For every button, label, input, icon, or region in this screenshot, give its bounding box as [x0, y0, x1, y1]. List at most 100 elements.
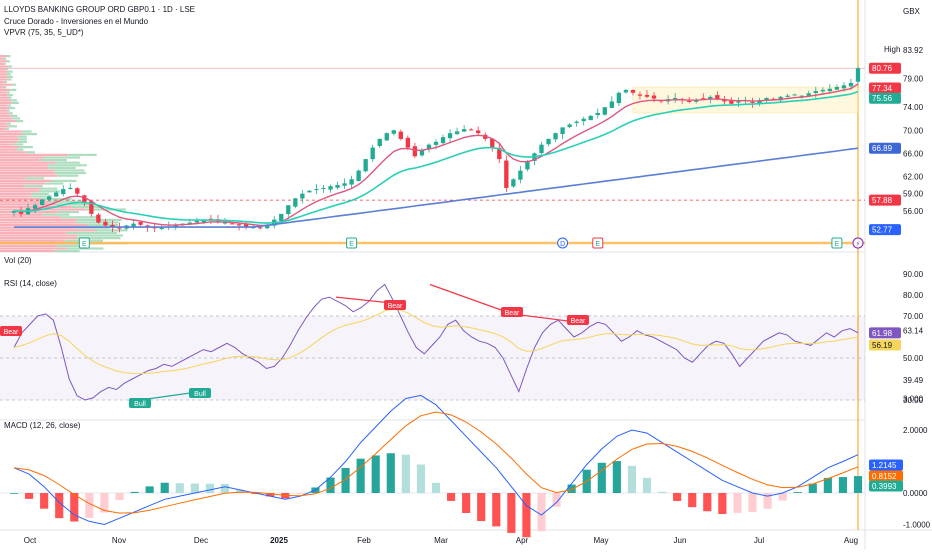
- candle-body: [490, 138, 495, 148]
- macd-histogram-bar: [733, 493, 742, 513]
- vpvr-sell-bar: [0, 86, 4, 89]
- price-badge: [869, 194, 901, 206]
- bear-divergence-label: [0, 326, 22, 336]
- event-marker-label: E: [82, 241, 87, 248]
- time-axis-label: May: [593, 536, 608, 545]
- candle-body: [222, 222, 228, 224]
- price-tick-label: 74.00: [903, 103, 924, 112]
- event-marker-0: [78, 237, 90, 249]
- vpvr-sell-bar: [0, 57, 4, 60]
- candle-body: [687, 100, 692, 102]
- candle-body: [848, 82, 854, 87]
- candle-body: [454, 131, 460, 135]
- vpvr-buy-bar: [85, 208, 126, 211]
- vpvr-buy-bar: [57, 174, 79, 177]
- vpvr-buy-bar: [60, 216, 98, 219]
- macd-histogram-bar: [703, 493, 712, 512]
- rsi-badge-value: 56.19: [872, 341, 893, 350]
- vol-pane-label[interactable]: Vol (20): [4, 256, 32, 265]
- candle-body: [426, 144, 432, 150]
- macd-histogram-bar: [552, 493, 561, 507]
- currency-label[interactable]: GBX: [903, 7, 921, 16]
- event-markers: EEDEED⚡: [78, 237, 864, 249]
- candle-body: [236, 224, 242, 226]
- event-marker-4: [831, 237, 843, 249]
- macd-histogram-bar: [401, 454, 410, 493]
- macd-pane-label[interactable]: MACD (12, 26, close): [4, 421, 81, 430]
- vpvr-buy-bar: [15, 120, 24, 123]
- vpvr-buy-bar: [45, 182, 64, 185]
- macd-histogram-bar: [446, 493, 456, 501]
- candle-body: [595, 112, 600, 116]
- bear-divergence-text: Bear: [571, 318, 586, 325]
- vpvr-sell-bar: [0, 88, 10, 91]
- vpvr-sell-bar: [0, 130, 22, 133]
- candle-body: [616, 92, 622, 104]
- vpvr-buy-bar: [9, 107, 16, 110]
- macd-histogram-bar: [748, 493, 757, 513]
- price-tick-label: 83.92: [903, 46, 924, 55]
- candle-body: [750, 101, 755, 103]
- candle-body: [356, 170, 361, 181]
- macd-histogram-bar: [853, 476, 863, 493]
- vpvr-sell-bar: [0, 161, 56, 164]
- candle-body: [609, 101, 614, 108]
- candle-body: [384, 133, 389, 141]
- macd-badge-value: 0.8152: [872, 472, 897, 481]
- macd-histogram-bar: [235, 489, 245, 493]
- bear-divergence-label: [567, 315, 589, 325]
- macd-histogram-bar: [657, 491, 667, 493]
- vpvr-sell-bar: [0, 218, 78, 221]
- macd-histogram-bar: [386, 453, 395, 493]
- candle-body: [187, 222, 192, 224]
- event-marker-label: D: [560, 241, 565, 248]
- time-axis-label: Jun: [674, 536, 687, 545]
- vpvr-buy-bar: [67, 153, 97, 156]
- candle-body: [630, 89, 636, 93]
- indicator-cruce-dorado[interactable]: Cruce Dorado - Inversiones en el Mundo: [4, 17, 149, 26]
- macd-histogram-bar: [220, 483, 230, 493]
- time-axis[interactable]: Oct Nov Dec 2025 Feb Mar Apr May Jun Jul Aug: [24, 536, 858, 545]
- price-tick-label: 79.00: [903, 74, 924, 83]
- symbol-title[interactable]: LLOYDS BANKING GROUP ORD GBP0.1 · 1D · L…: [4, 5, 195, 14]
- vpvr-sell-bar: [0, 60, 7, 63]
- macd-signal-line: [13, 411, 859, 514]
- vpvr-sell-bar: [0, 159, 40, 162]
- vpvr-sell-bar: [0, 156, 45, 159]
- rsi-pane-label[interactable]: RSI (14, close): [4, 279, 57, 288]
- vpvr-sell-bar: [0, 73, 7, 76]
- vpvr-buy-bar: [48, 166, 76, 169]
- candle-body: [511, 179, 516, 187]
- vpvr-sell-bar: [0, 182, 46, 185]
- macd-histogram-bar: [416, 464, 426, 493]
- price-axis[interactable]: 83.92 79.00 74.00 70.00 66.00 62.00 59.00 56.00…: [869, 45, 924, 236]
- candle-body: [834, 87, 840, 90]
- candle-body: [265, 225, 270, 229]
- candle-body: [729, 100, 734, 104]
- indicator-vpvr[interactable]: VPVR (75, 35, 5_UD*): [4, 28, 84, 37]
- vpvr-buy-bar: [7, 109, 10, 112]
- candle-body: [110, 224, 115, 228]
- rsi-tick-label: 50.00: [903, 354, 924, 363]
- vpvr-sell-bar: [0, 83, 12, 86]
- candle-body: [476, 130, 481, 134]
- vpvr-buy-bar: [87, 224, 119, 227]
- vpvr-buy-bar: [10, 114, 18, 117]
- rsi-badge-value: 61.98: [872, 329, 893, 338]
- vpvr-sell-bar: [0, 122, 7, 125]
- candle-body: [518, 170, 523, 180]
- candle-body: [54, 192, 59, 197]
- vpvr-buy-bar: [7, 65, 12, 68]
- bull-divergence-text: Bull: [194, 391, 206, 398]
- vpvr-sell-bar: [0, 55, 8, 58]
- bear-divergence-text: Bear: [388, 303, 403, 310]
- high-label: High: [884, 45, 900, 54]
- candle-body: [588, 115, 593, 121]
- candle-body: [623, 89, 629, 93]
- price-badge: [869, 224, 901, 236]
- candle-body: [258, 227, 263, 229]
- rsi-badge: [869, 327, 901, 339]
- candle-body: [300, 193, 305, 199]
- vpvr-sell-bar: [0, 109, 8, 112]
- vpvr-buy-bar: [76, 237, 121, 240]
